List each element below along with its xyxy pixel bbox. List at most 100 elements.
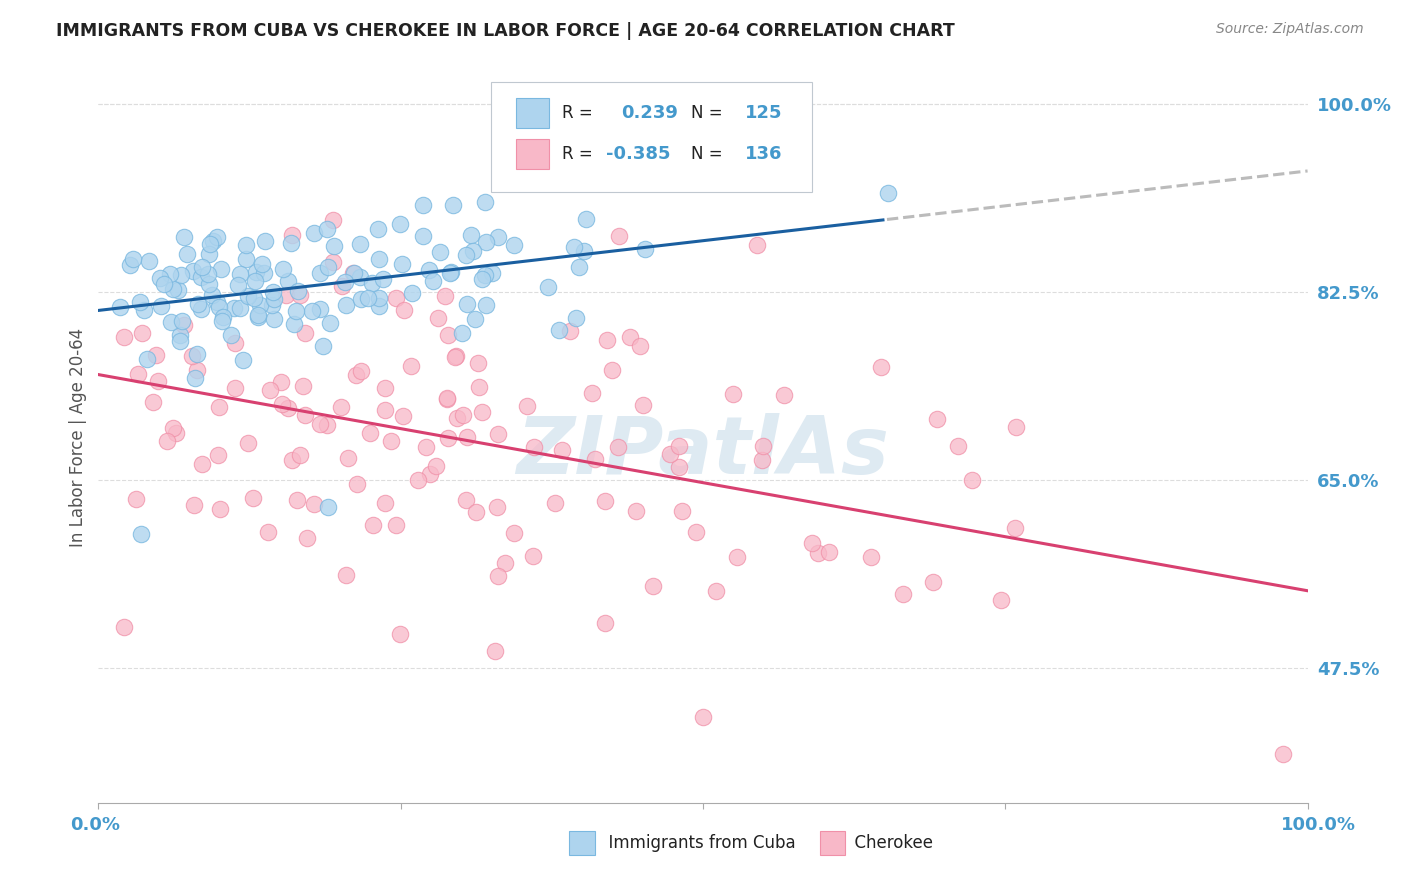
Point: [184, 371, 207, 385]
Point: [209, 501, 232, 516]
Point: [523, 440, 546, 454]
Text: Cherokee: Cherokee: [844, 834, 932, 852]
Point: [494, 557, 516, 571]
Point: [197, 267, 219, 281]
Point: [572, 244, 595, 258]
Point: [169, 334, 191, 348]
Point: [271, 262, 294, 277]
Point: [136, 352, 159, 367]
Point: [277, 401, 299, 416]
Point: [412, 229, 434, 244]
Point: [433, 288, 456, 302]
Point: [308, 417, 330, 431]
Point: [134, 302, 156, 317]
Point: [721, 387, 744, 401]
Point: [149, 271, 172, 285]
Point: [222, 301, 245, 316]
Point: [170, 268, 193, 282]
Point: [389, 217, 412, 231]
Point: [606, 440, 628, 454]
Point: [668, 459, 690, 474]
Point: [367, 222, 389, 236]
Point: [1004, 521, 1026, 535]
Point: [624, 504, 647, 518]
Point: [112, 330, 135, 344]
Point: [281, 453, 304, 467]
Point: [593, 616, 616, 631]
Point: [262, 285, 284, 299]
Point: [322, 255, 344, 269]
Point: [565, 310, 588, 325]
Point: [224, 336, 246, 351]
Text: 136: 136: [745, 145, 783, 163]
Point: [323, 239, 346, 253]
Point: [350, 292, 373, 306]
Point: [418, 263, 440, 277]
Point: [187, 297, 209, 311]
Point: [283, 318, 305, 332]
Point: [150, 299, 173, 313]
Point: [921, 574, 943, 589]
Point: [419, 467, 441, 482]
Point: [253, 266, 276, 280]
Text: N =: N =: [690, 104, 728, 122]
Point: [607, 228, 630, 243]
Point: [245, 274, 267, 288]
Point: [207, 448, 229, 462]
Point: [581, 386, 603, 401]
Point: [249, 298, 271, 312]
Point: [118, 258, 141, 272]
Point: [145, 348, 167, 362]
Point: [502, 525, 524, 540]
Point: [475, 235, 498, 249]
Point: [309, 266, 332, 280]
Point: [773, 388, 796, 402]
Point: [207, 300, 229, 314]
Point: [162, 421, 184, 435]
Point: [242, 491, 264, 505]
Point: [392, 303, 415, 318]
Point: [464, 312, 486, 326]
Point: [281, 228, 304, 243]
Point: [316, 500, 339, 514]
Point: [110, 300, 132, 314]
Point: [412, 198, 434, 212]
Point: [463, 244, 485, 258]
Point: [374, 402, 396, 417]
Point: [201, 288, 224, 302]
Point: [619, 329, 641, 343]
Bar: [516, 138, 550, 169]
Point: [630, 339, 652, 353]
Point: [229, 268, 252, 282]
Point: [380, 434, 402, 449]
Point: [172, 314, 194, 328]
Point: [547, 323, 569, 337]
Point: [439, 266, 461, 280]
Point: [643, 579, 665, 593]
Point: [374, 381, 396, 395]
Point: [446, 411, 468, 425]
Point: [131, 326, 153, 340]
Point: [292, 379, 315, 393]
Point: [484, 644, 506, 658]
Point: [242, 291, 264, 305]
Point: [124, 491, 146, 506]
Point: [277, 274, 299, 288]
Point: [332, 278, 354, 293]
Point: [200, 237, 222, 252]
Point: [226, 278, 249, 293]
Point: [456, 492, 478, 507]
Point: [190, 270, 212, 285]
Point: [138, 254, 160, 268]
Point: [159, 267, 181, 281]
Point: [596, 333, 619, 347]
Point: [436, 431, 458, 445]
Point: [441, 198, 464, 212]
Point: [692, 710, 714, 724]
Point: [870, 360, 893, 375]
Point: [304, 497, 326, 511]
Point: [725, 550, 748, 565]
Point: [436, 391, 458, 405]
Point: [284, 303, 307, 318]
Point: [368, 291, 391, 305]
